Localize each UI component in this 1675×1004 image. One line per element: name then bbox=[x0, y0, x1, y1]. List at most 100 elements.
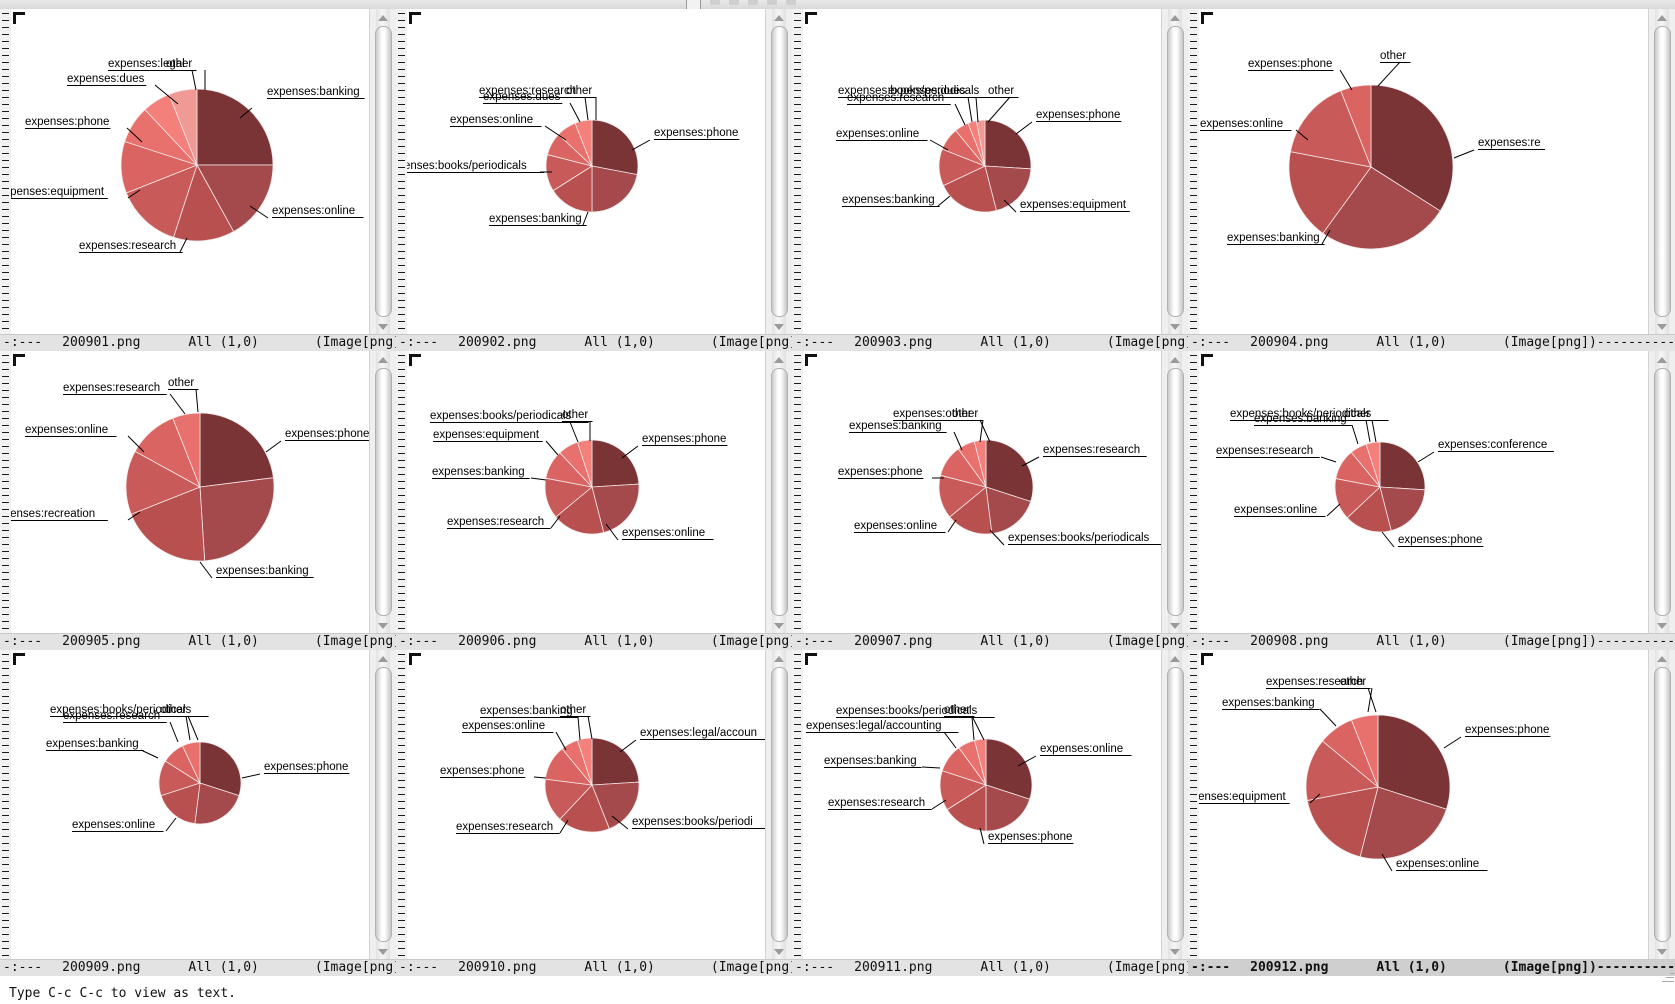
scroll-up-arrow-icon[interactable] bbox=[378, 357, 388, 363]
scrollbar-thumb[interactable] bbox=[771, 368, 788, 616]
scroll-up-arrow-icon[interactable] bbox=[378, 656, 388, 662]
cut-icon[interactable] bbox=[729, 0, 739, 5]
scroll-up-arrow-icon[interactable] bbox=[774, 357, 784, 363]
undo-icon[interactable] bbox=[710, 0, 720, 5]
vertical-scrollbar[interactable] bbox=[369, 650, 396, 960]
image-canvas[interactable]: expenses:phone expenses:banking xpenses:re… bbox=[11, 351, 370, 634]
mode-line-200904[interactable]: -:--- 200904.png All (1,0) (Image[png])----… bbox=[1188, 334, 1675, 351]
scroll-down-arrow-icon[interactable] bbox=[774, 324, 784, 330]
scrollbar-thumb[interactable] bbox=[375, 667, 392, 942]
emacs-window-200901[interactable]: expenses:banking expenses:online expenses:… bbox=[0, 9, 396, 351]
scrollbar-thumb[interactable] bbox=[1167, 667, 1184, 942]
scroll-down-arrow-icon[interactable] bbox=[378, 623, 388, 629]
vertical-scrollbar[interactable] bbox=[369, 9, 396, 335]
emacs-window-200911[interactable]: expenses:online expenses:phone expenses:re… bbox=[792, 650, 1188, 976]
resize-grip[interactable] bbox=[1662, 970, 1674, 982]
scrollbar-thumb[interactable] bbox=[771, 667, 788, 942]
scrollbar-thumb[interactable] bbox=[1654, 368, 1671, 616]
image-canvas[interactable]: expenses:phone expenses:online xpenses:equ… bbox=[1199, 650, 1649, 960]
emacs-window-200902[interactable]: expenses:phone expenses:banking enses:book… bbox=[396, 9, 792, 351]
image-canvas[interactable]: expenses:phone expenses:equipment expenses… bbox=[803, 9, 1162, 335]
vertical-scrollbar[interactable] bbox=[765, 351, 792, 634]
vertical-scrollbar[interactable] bbox=[765, 650, 792, 960]
scroll-down-arrow-icon[interactable] bbox=[1170, 949, 1180, 955]
scrollbar-thumb[interactable] bbox=[1167, 368, 1184, 616]
scrollbar-thumb[interactable] bbox=[1167, 26, 1184, 317]
minibuffer[interactable]: Type C-c C-c to view as text. bbox=[0, 984, 1675, 1004]
scroll-up-arrow-icon[interactable] bbox=[1170, 357, 1180, 363]
vertical-scrollbar[interactable] bbox=[1161, 9, 1188, 335]
vertical-scrollbar[interactable] bbox=[1161, 650, 1188, 960]
scrollbar-thumb[interactable] bbox=[1654, 667, 1671, 942]
scroll-down-arrow-icon[interactable] bbox=[1170, 623, 1180, 629]
scroll-down-arrow-icon[interactable] bbox=[1657, 949, 1667, 955]
continuation-marker bbox=[398, 586, 405, 587]
emacs-window-200909[interactable]: expenses:phone expenses:online expenses:ba… bbox=[0, 650, 396, 976]
save-icon[interactable] bbox=[686, 0, 701, 9]
svg-text:expenses:dues: expenses:dues bbox=[888, 85, 966, 97]
scroll-down-arrow-icon[interactable] bbox=[1657, 324, 1667, 330]
emacs-window-200905[interactable]: expenses:phone expenses:banking xpenses:re… bbox=[0, 351, 396, 650]
continuation-marker bbox=[794, 146, 801, 147]
image-canvas[interactable]: expenses:phone expenses:banking enses:book… bbox=[407, 9, 766, 335]
scrollbar-thumb[interactable] bbox=[375, 26, 392, 317]
scroll-down-arrow-icon[interactable] bbox=[774, 949, 784, 955]
image-canvas[interactable]: expenses:banking expenses:online expenses:… bbox=[11, 9, 370, 335]
vertical-scrollbar[interactable] bbox=[1161, 351, 1188, 634]
image-canvas[interactable]: expenses:re expenses:banking expenses:onli… bbox=[1199, 9, 1649, 335]
image-canvas[interactable]: expenses:phone expenses:online expenses:ba… bbox=[11, 650, 370, 960]
copy-icon[interactable] bbox=[748, 0, 758, 5]
scroll-up-arrow-icon[interactable] bbox=[774, 656, 784, 662]
continuation-marker bbox=[2, 69, 9, 70]
search-icon[interactable] bbox=[786, 0, 796, 5]
scroll-down-arrow-icon[interactable] bbox=[1170, 324, 1180, 330]
emacs-window-200910[interactable]: expenses:legal/accoun expenses:books/peri… bbox=[396, 650, 792, 976]
emacs-window-200912[interactable]: expenses:phone expenses:online xpenses:equ… bbox=[1188, 650, 1675, 976]
scroll-up-arrow-icon[interactable] bbox=[1657, 15, 1667, 21]
scroll-down-arrow-icon[interactable] bbox=[1657, 623, 1667, 629]
continuation-marker bbox=[2, 97, 9, 98]
scroll-up-arrow-icon[interactable] bbox=[774, 15, 784, 21]
paste-icon[interactable] bbox=[767, 0, 777, 5]
image-canvas[interactable]: expenses:online expenses:phone expenses:re… bbox=[803, 650, 1162, 960]
scroll-up-arrow-icon[interactable] bbox=[1657, 357, 1667, 363]
continuation-marker bbox=[2, 258, 9, 259]
scrollbar-thumb[interactable] bbox=[1654, 26, 1671, 317]
vertical-scrollbar[interactable] bbox=[1648, 351, 1675, 634]
scroll-up-arrow-icon[interactable] bbox=[1657, 656, 1667, 662]
continuation-marker bbox=[794, 314, 801, 315]
image-canvas[interactable]: expenses:research expenses:books/periodic… bbox=[803, 351, 1162, 634]
vertical-scrollbar[interactable] bbox=[369, 351, 396, 634]
emacs-window-200906[interactable]: expenses:phone expenses:online expenses:re… bbox=[396, 351, 792, 650]
scroll-up-arrow-icon[interactable] bbox=[378, 15, 388, 21]
vertical-scrollbar[interactable] bbox=[765, 9, 792, 335]
emacs-window-200903[interactable]: expenses:phone expenses:equipment expenses… bbox=[792, 9, 1188, 351]
scroll-up-arrow-icon[interactable] bbox=[1170, 656, 1180, 662]
scroll-down-arrow-icon[interactable] bbox=[378, 324, 388, 330]
emacs-window-200908[interactable]: expenses:conference expenses:phone expense… bbox=[1188, 351, 1675, 650]
image-canvas[interactable]: expenses:phone expenses:online expenses:re… bbox=[407, 351, 766, 634]
scrollbar-thumb[interactable] bbox=[375, 368, 392, 616]
emacs-window-200907[interactable]: expenses:research expenses:books/periodic… bbox=[792, 351, 1188, 650]
scroll-up-arrow-icon[interactable] bbox=[1170, 15, 1180, 21]
emacs-window-200904[interactable]: expenses:re expenses:banking expenses:onli… bbox=[1188, 9, 1675, 351]
vertical-scrollbar[interactable] bbox=[1648, 9, 1675, 335]
scroll-down-arrow-icon[interactable] bbox=[774, 623, 784, 629]
image-canvas[interactable]: expenses:conference expenses:phone expense… bbox=[1199, 351, 1649, 634]
mode-line-200912[interactable]: -:--- 200912.png All (1,0) (Image[png])----… bbox=[1188, 959, 1675, 976]
scroll-down-arrow-icon[interactable] bbox=[378, 949, 388, 955]
vertical-scrollbar[interactable] bbox=[1648, 650, 1675, 960]
continuation-marker bbox=[398, 125, 405, 126]
image-canvas[interactable]: expenses:legal/accoun expenses:books/peri… bbox=[407, 650, 766, 960]
mode-line-200908[interactable]: -:--- 200908.png All (1,0) (Image[png])----… bbox=[1188, 633, 1675, 650]
scrollbar-thumb[interactable] bbox=[771, 26, 788, 317]
